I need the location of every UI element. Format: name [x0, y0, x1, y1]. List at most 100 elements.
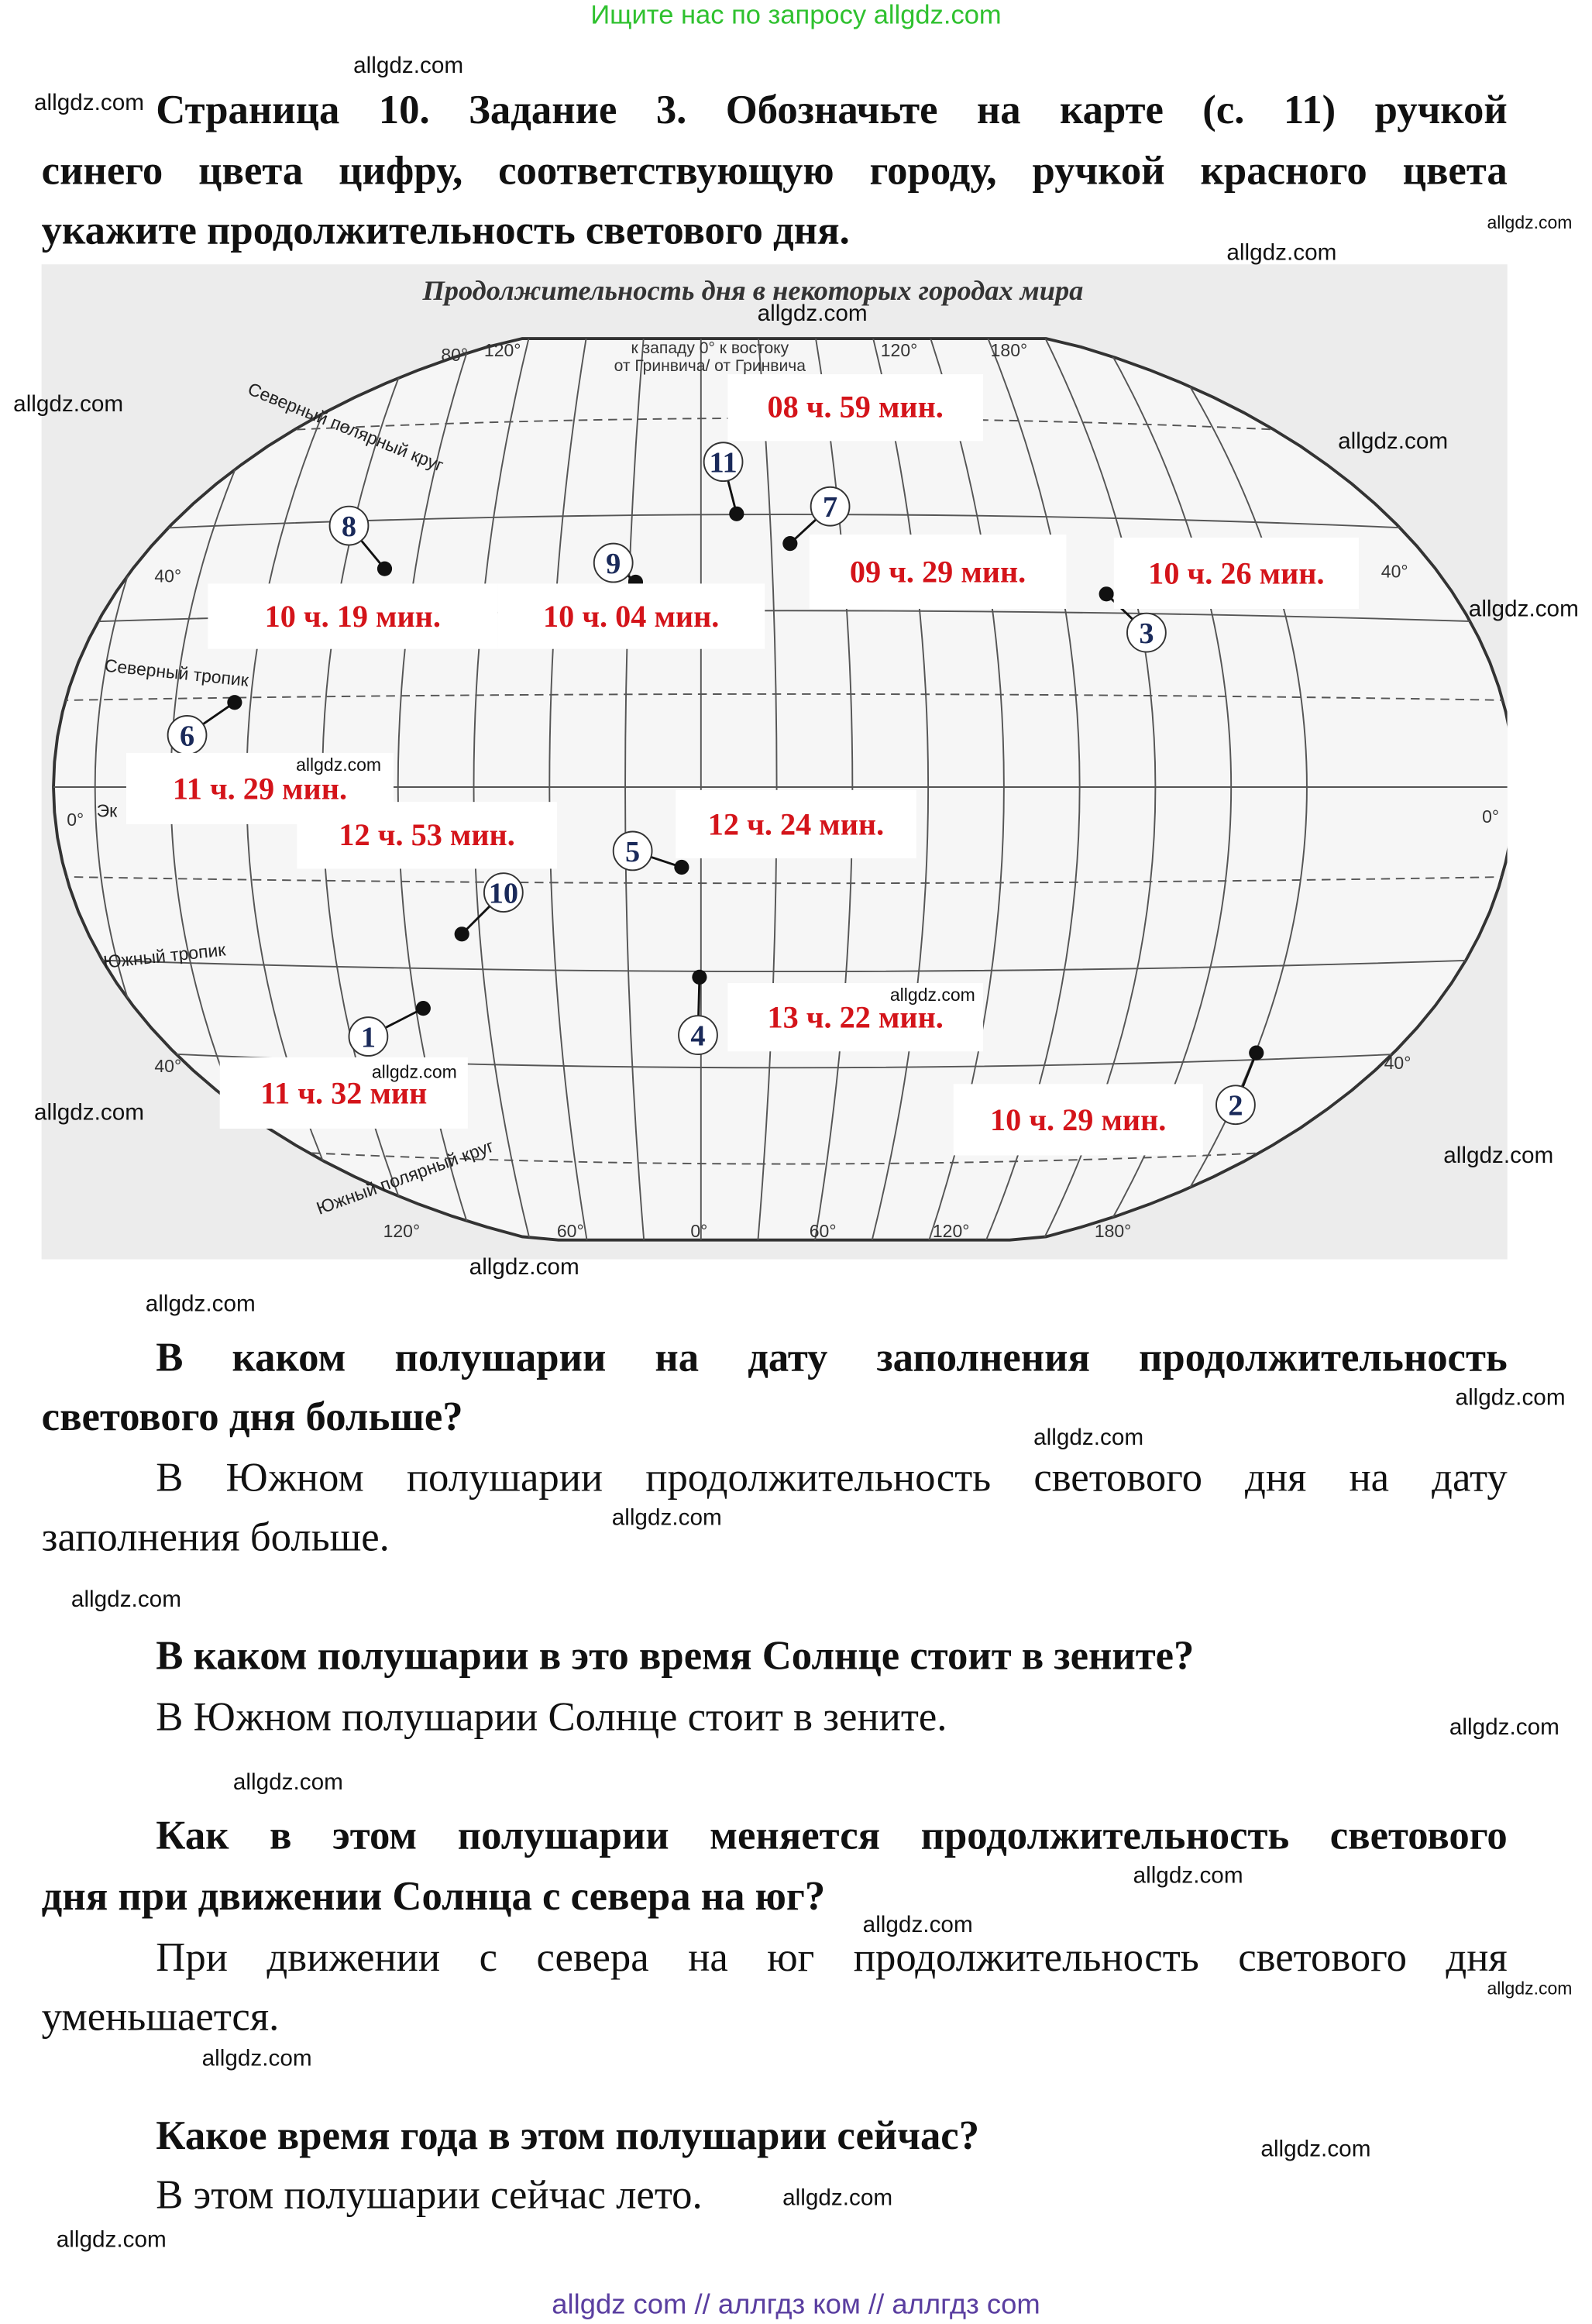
city-number-circle — [328, 505, 370, 546]
degree-label: 40° — [1384, 1053, 1411, 1073]
city-number: 8 — [342, 511, 356, 543]
degree-label: 40° — [154, 566, 181, 586]
watermark: allgdz.com — [862, 1913, 973, 1938]
task-line: укажите продолжительность светового дня. — [41, 206, 850, 253]
greenwich-label: от Гринвича/ от Гринвича — [614, 357, 806, 375]
meridian-line — [548, 339, 590, 1240]
city-dot — [454, 927, 469, 942]
city-number: 6 — [180, 720, 194, 752]
city-dot — [1099, 586, 1114, 602]
city-dot — [1249, 1045, 1264, 1061]
watermark: allgdz.com — [782, 2185, 893, 2212]
day-length-label: 08 ч. 59 мин. — [727, 374, 984, 442]
city-dot — [227, 695, 242, 710]
watermark: allgdz.com — [1260, 2137, 1371, 2163]
degree-label: 0° — [67, 810, 84, 830]
degree-label: 120° — [881, 340, 918, 360]
parallel-line — [53, 514, 1508, 536]
watermark: allgdz.com — [1487, 212, 1573, 233]
city-number: 10 — [489, 878, 518, 910]
watermark: allgdz.com — [296, 754, 382, 775]
watermark: allgdz.com — [1133, 1863, 1243, 1889]
degree-label: 120° — [933, 1221, 970, 1241]
parallel-line — [53, 875, 1508, 885]
day-length-label: 11 ч. 32 мин — [219, 1057, 468, 1129]
question: В каком полушарии на дату заполнения про… — [156, 1333, 1508, 1380]
degree-label: 180° — [1095, 1221, 1132, 1241]
city-number-circle — [612, 830, 653, 871]
question: Как в этом полушарии меняется продолжите… — [156, 1811, 1508, 1858]
question: светового дня больше? — [41, 1393, 463, 1439]
day-length-label: 12 ч. 53 мин. — [297, 802, 557, 869]
watermark: allgdz.com — [889, 984, 975, 1006]
watermark: allgdz.com — [1468, 596, 1579, 623]
question: Какое время года в этом полушарии сейчас… — [156, 2111, 980, 2158]
city-number: 7 — [823, 491, 837, 524]
watermark: allgdz.com — [1443, 1143, 1554, 1169]
watermark: allgdz.com — [201, 2046, 312, 2072]
degree-label: 40° — [154, 1056, 181, 1076]
degree-label: 120° — [484, 340, 521, 360]
question: дня при движении Солнца с севера на юг? — [41, 1872, 826, 1919]
degree-label: 40° — [1381, 562, 1408, 582]
watermark: allgdz.com — [1226, 240, 1337, 266]
degree-label: 60° — [810, 1221, 837, 1241]
city-number: 5 — [625, 836, 640, 868]
degree-label: 180° — [991, 340, 1028, 360]
watermark: allgdz.com — [371, 1061, 457, 1083]
watermark: allgdz.com — [469, 1254, 579, 1281]
answer: При движении с севера на юг продолжитель… — [156, 1933, 1508, 1980]
city-number-circle — [810, 486, 851, 527]
city-dot — [782, 536, 798, 552]
task-line: Страница 10. Задание 3. Обозначьте на ка… — [156, 86, 1508, 132]
city-number-circle — [678, 1015, 718, 1056]
watermark: allgdz.com — [1338, 429, 1449, 455]
parallel-line — [53, 957, 1508, 973]
watermark: allgdz.com — [34, 1100, 145, 1126]
watermark: allgdz.com — [232, 1770, 343, 1796]
city-number-circle — [1215, 1085, 1256, 1126]
watermark: allgdz.com — [70, 1587, 181, 1613]
question: В каком полушарии в это время Солнце сто… — [156, 1631, 1195, 1679]
city-number-circle — [1126, 612, 1167, 653]
footer-links[interactable]: allgdz com // аллгдз ком // аллгдз com — [552, 2289, 1040, 2322]
day-length-label: 10 ч. 26 мин. — [1113, 537, 1360, 609]
city-number-circle — [348, 1016, 389, 1057]
city-dot — [729, 506, 744, 521]
meridian-line — [756, 339, 778, 1240]
watermark: allgdz.com — [611, 1505, 722, 1532]
degree-label: 60° — [557, 1221, 584, 1241]
watermark: allgdz.com — [757, 301, 868, 327]
equator-label: Эк — [97, 800, 119, 820]
city-dot — [377, 561, 393, 576]
watermark: allgdz.com — [13, 392, 124, 418]
day-length-label: 12 ч. 24 мин. — [676, 789, 916, 859]
day-length-label: 11 ч. 29 мин. — [126, 752, 394, 824]
watermark: allgdz.com — [56, 2227, 167, 2254]
city-number-circle — [703, 442, 744, 483]
watermark: allgdz.com — [1487, 1978, 1573, 1999]
task-line: синего цвета цифру, соответствующую горо… — [41, 146, 1508, 194]
map-title: Продолжительность дня в некоторых города… — [421, 275, 1083, 306]
day-length-label: 10 ч. 29 мин. — [953, 1084, 1203, 1156]
watermark: allgdz.com — [145, 1291, 256, 1318]
meridian-line — [624, 339, 645, 1240]
city-number: 11 — [709, 447, 737, 480]
city-dot — [415, 1001, 431, 1016]
degree-label: 80° — [441, 345, 468, 365]
city-dot — [674, 859, 689, 875]
watermark: allgdz.com — [353, 53, 464, 79]
day-length-label: 13 ч. 22 мин. — [727, 983, 984, 1052]
watermark: allgdz.com — [1449, 1715, 1559, 1741]
meridian-line — [813, 339, 854, 1240]
answer: заполнения больше. — [41, 1513, 390, 1559]
city-number: 1 — [361, 1021, 376, 1054]
city-number-circle — [593, 542, 634, 583]
answer: В Южном полушарии Солнце стоит в зените. — [156, 1693, 947, 1739]
city-number: 9 — [606, 548, 621, 580]
answer: В этом полушарии сейчас лето. — [156, 2171, 703, 2218]
search-banner: Ищите нас по запросу allgdz.com — [590, 0, 1002, 30]
city-number-circle — [483, 872, 524, 913]
watermark: allgdz.com — [1033, 1425, 1144, 1451]
